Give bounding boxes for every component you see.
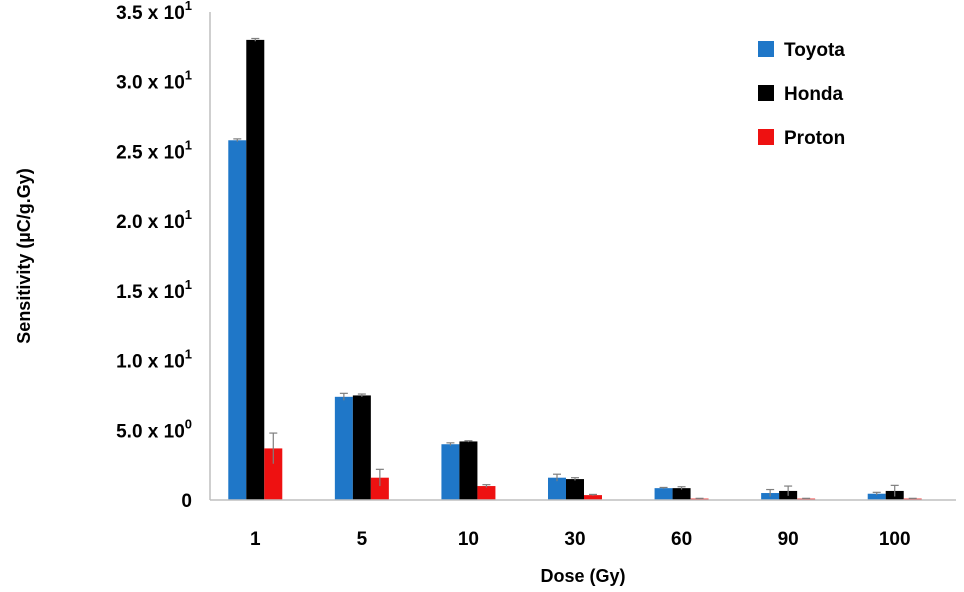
error-bar-proton-1 — [269, 432, 278, 464]
bar-honda-60 — [672, 488, 691, 500]
error-bar-toyota-100 — [872, 491, 881, 496]
x-tick-label: 1 — [250, 529, 261, 550]
error-bar-honda-10 — [464, 440, 473, 443]
error-bar-toyota-5 — [339, 392, 348, 401]
x-axis-title: Dose (Gy) — [540, 566, 625, 586]
bars-group — [228, 37, 922, 501]
error-bar-toyota-1 — [233, 138, 242, 142]
y-tick-label: 2.5 x 101 — [116, 137, 192, 163]
legend: Toyota Honda Proton — [758, 40, 845, 149]
error-bar-proton-30 — [589, 493, 597, 496]
error-bar-honda-90 — [784, 485, 793, 496]
bar-toyota-30 — [548, 477, 566, 500]
y-tick-label: 5.0 x 100 — [116, 416, 192, 442]
y-tick-label: 3.0 x 101 — [116, 68, 192, 94]
error-bar-honda-1 — [251, 37, 260, 42]
bar-proton-10 — [477, 486, 496, 500]
bar-proton-5 — [370, 477, 389, 500]
bar-honda-30 — [566, 479, 584, 500]
error-bar-toyota-60 — [659, 486, 668, 489]
x-tick-label: 60 — [671, 529, 692, 550]
error-bar-honda-100 — [890, 484, 899, 497]
bar-toyota-60 — [654, 488, 673, 500]
x-tick-label: 30 — [564, 529, 585, 550]
y-axis-title: Sensitivity (µC/g.Gy) — [14, 168, 34, 343]
x-tick-label: 5 — [357, 529, 368, 550]
legend-label-proton: Proton — [784, 128, 845, 149]
bar-toyota-10 — [441, 444, 460, 500]
bar-honda-10 — [459, 441, 478, 500]
legend-label-honda: Honda — [784, 84, 844, 105]
x-tick-label: 10 — [458, 529, 479, 550]
y-tick-label: 1.5 x 101 — [116, 277, 192, 303]
bar-toyota-1 — [228, 140, 247, 500]
error-bar-honda-60 — [677, 486, 686, 490]
error-bar-proton-90 — [802, 497, 811, 499]
x-axis-ticks: 1 5 10 30 60 90 100 — [250, 529, 911, 550]
legend-swatch-toyota — [758, 41, 774, 57]
bar-toyota-100 — [867, 493, 886, 500]
bar-honda-5 — [352, 395, 371, 500]
legend-swatch-proton — [758, 129, 774, 145]
error-bar-toyota-30 — [553, 473, 561, 482]
error-bar-proton-60 — [695, 497, 704, 499]
bar-proton-30 — [584, 495, 602, 500]
error-bar-proton-5 — [375, 468, 384, 487]
bar-honda-1 — [246, 39, 265, 501]
legend-swatch-honda — [758, 85, 774, 101]
y-tick-label: 3.5 x 101 — [116, 0, 192, 24]
error-bar-proton-10 — [482, 484, 491, 488]
y-tick-label: 0 — [181, 491, 192, 512]
error-bar-toyota-90 — [766, 488, 775, 497]
y-axis-ticks: 0 5.0 x 100 1.0 x 101 1.5 x 101 2.0 x 101 2.5… — [116, 0, 192, 512]
bar-proton-1 — [264, 448, 283, 500]
bar-toyota-5 — [334, 396, 353, 500]
x-tick-label: 100 — [879, 529, 911, 550]
y-tick-label: 2.0 x 101 — [116, 207, 192, 233]
error-bar-honda-5 — [357, 393, 366, 397]
error-bar-proton-100 — [908, 497, 917, 499]
error-bar-toyota-10 — [446, 442, 455, 446]
legend-label-toyota: Toyota — [784, 40, 845, 61]
error-bar-honda-30 — [571, 477, 579, 481]
y-tick-label: 1.0 x 101 — [116, 347, 192, 373]
x-tick-label: 90 — [778, 529, 799, 550]
